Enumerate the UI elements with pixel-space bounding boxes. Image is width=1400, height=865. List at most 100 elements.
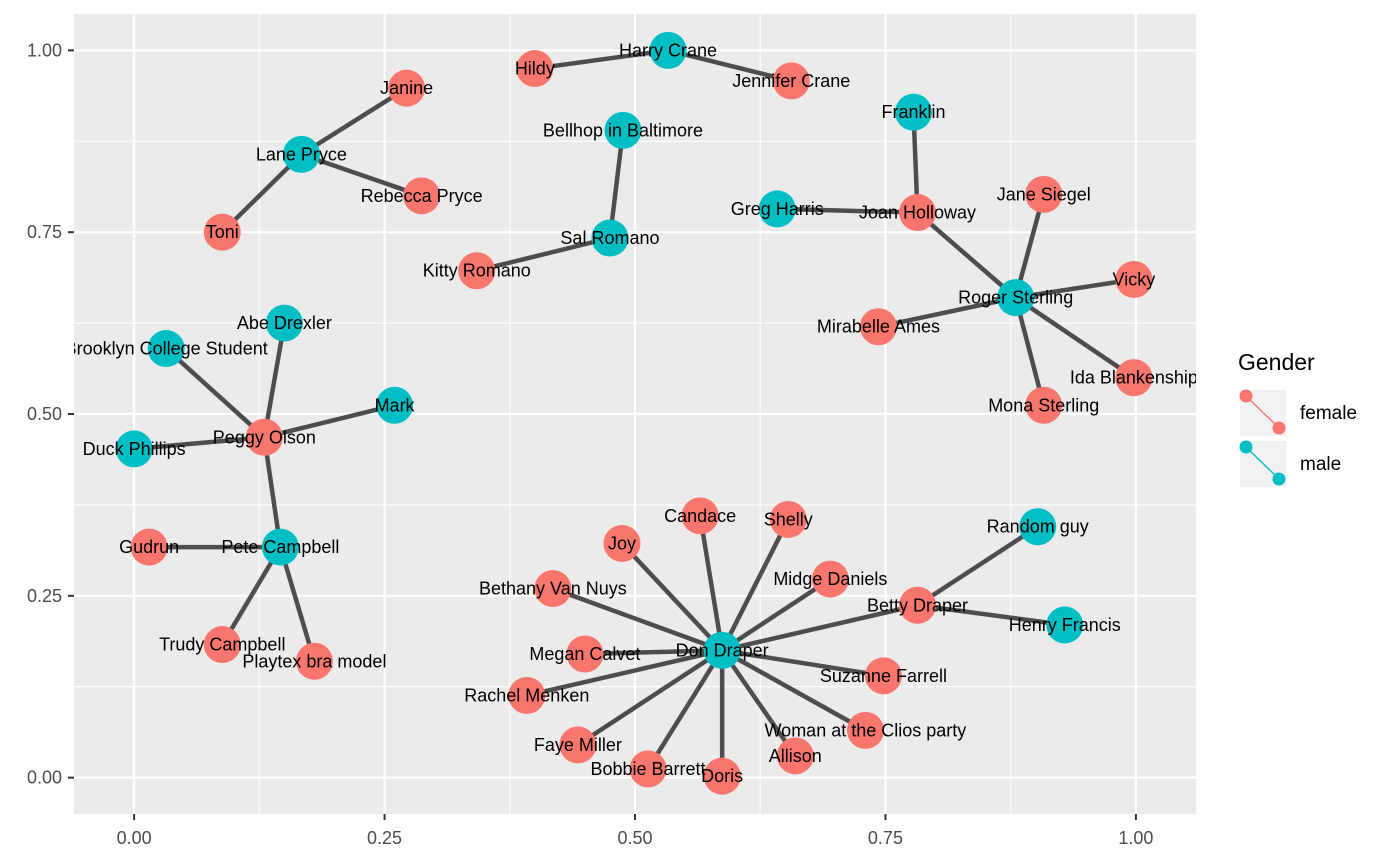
node-label-playtex-bra-model: Playtex bra model bbox=[242, 651, 386, 671]
node-label-peggy-olson: Peggy Olson bbox=[213, 427, 316, 447]
node-label-jane-siegel: Jane Siegel bbox=[997, 184, 1091, 204]
node-point-brooklyn-college-student bbox=[147, 330, 185, 368]
node-point-mark bbox=[376, 386, 414, 424]
major-gridlines bbox=[74, 14, 1196, 814]
network-edge bbox=[1014, 295, 1136, 380]
node-point-betty-draper bbox=[899, 586, 937, 624]
network-edge bbox=[300, 152, 423, 198]
network-edge bbox=[526, 648, 723, 698]
node-label-woman-at-the-clios-party: Woman at the Clios party bbox=[765, 720, 967, 740]
node-label-trudy-campbell: Trudy Campbell bbox=[159, 635, 285, 655]
network-edge bbox=[721, 648, 867, 733]
y-tick-label: 0.00 bbox=[27, 768, 62, 788]
network-edge bbox=[721, 648, 884, 679]
node-label-doris: Doris bbox=[701, 766, 743, 786]
network-edge bbox=[697, 515, 725, 651]
legend-entries: female male bbox=[1239, 389, 1357, 487]
node-label-shelly: Shelly bbox=[764, 509, 813, 529]
node-label-kitty-romano: Kitty Romano bbox=[423, 261, 531, 281]
node-label-allison: Allison bbox=[769, 746, 822, 766]
x-tick-label: 0.50 bbox=[617, 828, 652, 848]
node-point-mona-sterling bbox=[1025, 386, 1063, 424]
node-point-lane-pryce bbox=[282, 135, 320, 173]
network-edge bbox=[877, 295, 1017, 329]
node-label-greg-harris: Greg Harris bbox=[731, 199, 824, 219]
node-point-franklin bbox=[894, 93, 932, 131]
node-point-abe-drexler bbox=[265, 304, 303, 342]
node-point-roger-sterling bbox=[997, 279, 1035, 317]
node-point-toni bbox=[203, 213, 241, 251]
network-edge bbox=[534, 48, 669, 71]
node-label-faye-miller: Faye Miller bbox=[534, 735, 622, 755]
node-point-joan-holloway bbox=[899, 194, 937, 232]
node-label-betty-draper: Betty Draper bbox=[867, 595, 968, 615]
network-edge bbox=[263, 403, 396, 440]
node-point-ida-blankenship bbox=[1115, 359, 1153, 397]
node-point-faye-miller bbox=[559, 726, 597, 764]
node-label-lane-pryce: Lane Pryce bbox=[256, 144, 347, 164]
x-tick-label: 1.00 bbox=[1118, 828, 1153, 848]
node-point-joy bbox=[603, 524, 641, 562]
y-tick-label: 1.00 bbox=[27, 40, 62, 60]
node-point-kitty-romano bbox=[458, 252, 496, 290]
node-label-don-draper: Don Draper bbox=[676, 640, 769, 660]
network-edge bbox=[1013, 297, 1046, 406]
network-edge bbox=[720, 577, 832, 653]
node-point-sal-romano bbox=[591, 219, 629, 257]
node-label-bethany-van-nuys: Bethany Van Nuys bbox=[479, 579, 627, 599]
node-point-random-guy bbox=[1019, 508, 1057, 546]
axis-ticks bbox=[68, 49, 1137, 820]
node-point-doris bbox=[703, 757, 741, 795]
node-point-pete-campbell bbox=[261, 528, 299, 566]
node-label-bobbie-barrett: Bobbie Barrett bbox=[590, 759, 705, 779]
node-point-rebecca-pryce bbox=[403, 177, 441, 215]
node-point-henry-francis bbox=[1046, 606, 1084, 644]
node-label-midge-daniels: Midge Daniels bbox=[773, 569, 887, 589]
node-label-mona-sterling: Mona Sterling bbox=[988, 395, 1099, 415]
network-edge bbox=[667, 48, 792, 84]
node-point-megan-calvet bbox=[566, 635, 604, 673]
node-label-toni: Toni bbox=[206, 222, 239, 242]
node-label-megan-calvet: Megan Calvet bbox=[529, 644, 640, 664]
node-label-mirabelle-ames: Mirabelle Ames bbox=[817, 317, 940, 337]
node-label-candace: Candace bbox=[664, 506, 736, 526]
network-edge bbox=[721, 603, 919, 653]
network-edge bbox=[720, 518, 791, 652]
network-edge bbox=[262, 322, 287, 438]
node-point-bethany-van-nuys bbox=[534, 570, 572, 608]
node-point-midge-daniels bbox=[811, 560, 849, 598]
legend-key-point bbox=[1272, 421, 1286, 435]
node-label-bellhop-in-baltimore: Bellhop in Baltimore bbox=[543, 120, 703, 140]
network-edge bbox=[917, 603, 1066, 628]
y-tick-label: 0.75 bbox=[27, 222, 62, 242]
node-point-gudrun bbox=[130, 528, 168, 566]
node-label-ida-blankenship: Ida Blankenship bbox=[1070, 368, 1198, 388]
network-edge bbox=[1015, 277, 1135, 300]
node-point-allison bbox=[776, 737, 814, 775]
node-label-hildy: Hildy bbox=[515, 59, 555, 79]
node-point-hildy bbox=[516, 50, 554, 88]
node-label-random-guy: Random guy bbox=[987, 517, 1089, 537]
legend-key-point bbox=[1239, 389, 1253, 403]
node-label-franklin: Franklin bbox=[881, 102, 945, 122]
network-edge bbox=[220, 545, 283, 646]
node-point-don-draper bbox=[703, 631, 741, 669]
node-label-mark: Mark bbox=[375, 395, 416, 415]
node-point-woman-at-the-clios-party bbox=[846, 711, 884, 749]
x-tick-label: 0.25 bbox=[367, 828, 402, 848]
node-label-brooklyn-college-student: Brooklyn College Student bbox=[65, 339, 268, 359]
legend-key-line bbox=[1245, 395, 1280, 429]
node-point-harry-crane bbox=[649, 31, 687, 69]
x-tick-label: 0.00 bbox=[117, 828, 152, 848]
network-edge bbox=[620, 541, 724, 652]
network-edge bbox=[164, 346, 266, 439]
node-point-candace bbox=[681, 497, 719, 535]
network-edge bbox=[576, 648, 724, 747]
network-edge bbox=[646, 649, 725, 771]
network-edge bbox=[720, 649, 798, 758]
node-label-harry-crane: Harry Crane bbox=[619, 40, 717, 60]
node-label-joan-holloway: Joan Holloway bbox=[859, 203, 976, 223]
node-point-mirabelle-ames bbox=[859, 308, 897, 346]
network-edge bbox=[777, 206, 918, 215]
node-point-bellhop-in-baltimore bbox=[604, 111, 642, 149]
